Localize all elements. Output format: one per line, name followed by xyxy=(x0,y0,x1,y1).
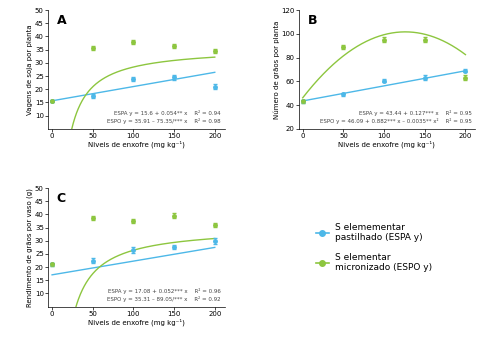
Y-axis label: Vagens de soja por planta: Vagens de soja por planta xyxy=(27,24,34,115)
Text: A: A xyxy=(57,14,66,27)
Legend: S elemementar
pastilhado (ESPA y), S elementar
micronizado (ESPO y): S elemementar pastilhado (ESPA y), S ele… xyxy=(312,219,435,276)
X-axis label: Niveis de enxofre (mg kg⁻¹): Niveis de enxofre (mg kg⁻¹) xyxy=(338,140,435,148)
Y-axis label: Número de grãos por planta: Número de grãos por planta xyxy=(273,20,280,119)
Text: C: C xyxy=(57,192,66,205)
Text: ESPA y = 15.6 + 0.054** x    R² = 0.94
ESPO y = 35.91 – 75.35/*** x    R² = 0.98: ESPA y = 15.6 + 0.054** x R² = 0.94 ESPO… xyxy=(108,110,221,124)
Y-axis label: Rendimento de grãos por vaso (g): Rendimento de grãos por vaso (g) xyxy=(27,188,34,307)
Text: ESPA y = 43.44 + 0.127*** x    R² = 0.95
ESPO y = 46.09 + 0.882*** x – 0.0035** : ESPA y = 43.44 + 0.127*** x R² = 0.95 ES… xyxy=(320,110,472,124)
X-axis label: Niveis de enxofre (mg kg⁻¹): Niveis de enxofre (mg kg⁻¹) xyxy=(88,318,185,326)
Text: B: B xyxy=(308,14,317,27)
Text: ESPA y = 17.08 + 0.052*** x    R² = 0.96
ESPO y = 35.31 – 89.05/*** x    R² = 0.: ESPA y = 17.08 + 0.052*** x R² = 0.96 ES… xyxy=(108,288,221,302)
X-axis label: Niveis de enxofre (mg kg⁻¹): Niveis de enxofre (mg kg⁻¹) xyxy=(88,140,185,148)
